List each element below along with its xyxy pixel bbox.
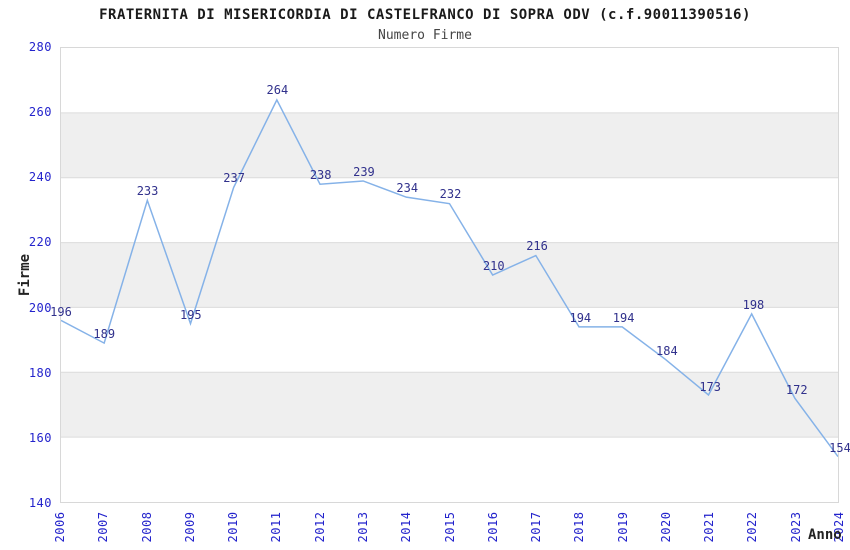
line-series-svg bbox=[61, 98, 838, 458]
data-point-label: 189 bbox=[93, 327, 116, 342]
x-tick-label: 2022 bbox=[745, 511, 760, 543]
data-point-label: 194 bbox=[569, 311, 592, 326]
x-tick-label: 2008 bbox=[139, 511, 154, 543]
background-band bbox=[61, 242, 838, 308]
x-tick-label: 2015 bbox=[442, 511, 457, 543]
y-tick-label: 220 bbox=[28, 235, 52, 250]
chart-title: FRATERNITA DI MISERICORDIA DI CASTELFRAN… bbox=[99, 7, 751, 23]
x-tick-label: 2021 bbox=[702, 511, 717, 543]
data-point-label: 232 bbox=[439, 187, 462, 202]
data-point-label: 184 bbox=[656, 343, 678, 358]
data-point-label: 239 bbox=[353, 164, 375, 179]
data-point-label: 195 bbox=[179, 307, 202, 322]
chart-subtitle: Numero Firme bbox=[378, 28, 472, 43]
y-tick-label: 200 bbox=[28, 300, 52, 315]
x-tick-label: 2023 bbox=[788, 511, 803, 543]
x-tick-label: 2011 bbox=[269, 511, 284, 543]
x-tick-label: 2020 bbox=[658, 511, 673, 543]
x-tick-label: 2006 bbox=[53, 511, 67, 543]
data-point-label: 173 bbox=[699, 379, 721, 394]
data-line bbox=[61, 98, 838, 458]
data-point-label: 198 bbox=[742, 298, 765, 313]
y-axis-title: Firme bbox=[17, 253, 33, 297]
background-band bbox=[61, 372, 838, 438]
data-point-label: 196 bbox=[50, 304, 72, 319]
y-tick-label: 240 bbox=[28, 170, 52, 185]
data-point-label: 210 bbox=[482, 259, 505, 273]
x-tick-label: 2017 bbox=[529, 511, 544, 543]
y-tick-label: 280 bbox=[28, 40, 52, 54]
y-tick-label: 260 bbox=[28, 105, 52, 120]
plot-area: 196 189 233 195 237 264 238 239 234 232 210 216 194 1… bbox=[50, 47, 850, 503]
x-tick-label: 2012 bbox=[312, 511, 327, 543]
data-point-label: 216 bbox=[526, 239, 548, 254]
data-point-label: 237 bbox=[223, 171, 245, 186]
data-point-label: 194 bbox=[612, 311, 635, 326]
data-point-label: 234 bbox=[396, 180, 419, 195]
data-point-label: 154 bbox=[829, 441, 850, 456]
data-point-label: 172 bbox=[785, 382, 808, 397]
data-point-label: 238 bbox=[309, 167, 332, 182]
x-tick-label: 2016 bbox=[485, 511, 500, 543]
x-tick-label: 2013 bbox=[355, 511, 370, 543]
x-tick-label: 2009 bbox=[182, 511, 197, 543]
y-tick-label: 160 bbox=[28, 430, 52, 445]
x-tick-label: 2019 bbox=[615, 511, 630, 543]
y-tick-label: 140 bbox=[28, 496, 52, 510]
data-point-label: 233 bbox=[136, 184, 159, 199]
data-point-label: 264 bbox=[266, 83, 289, 98]
x-axis-title: Anno bbox=[808, 527, 842, 543]
y-tick-label: 180 bbox=[28, 365, 52, 380]
x-tick-label: 2007 bbox=[96, 511, 111, 543]
background-band bbox=[61, 112, 838, 178]
x-tick-label: 2010 bbox=[226, 511, 241, 543]
x-tick-label: 2018 bbox=[572, 511, 587, 543]
x-tick-label: 2014 bbox=[399, 511, 414, 543]
